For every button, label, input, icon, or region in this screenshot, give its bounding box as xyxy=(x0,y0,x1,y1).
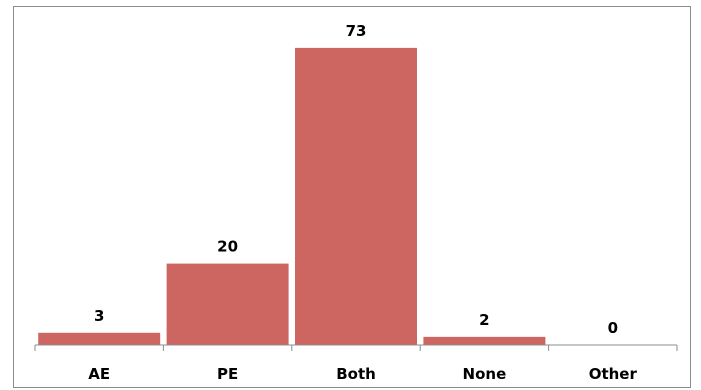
category-label-pe: PE xyxy=(217,365,238,383)
bars-group xyxy=(38,47,546,345)
category-labels-group: AE PE Both None Other xyxy=(88,365,637,383)
bar-both xyxy=(295,47,417,345)
bar-none xyxy=(423,336,546,345)
category-label-none: None xyxy=(463,365,507,383)
category-label-both: Both xyxy=(336,365,376,383)
x-axis xyxy=(34,344,678,351)
category-label-other: Other xyxy=(589,365,638,383)
bar-pe xyxy=(166,263,289,345)
category-label-ae: AE xyxy=(88,365,110,383)
data-label-other: 0 xyxy=(608,319,618,337)
bar-ae xyxy=(38,332,161,345)
data-label-ae: 3 xyxy=(94,307,104,325)
data-label-none: 2 xyxy=(479,311,489,329)
data-label-both: 73 xyxy=(346,22,367,40)
data-label-pe: 20 xyxy=(217,238,238,256)
